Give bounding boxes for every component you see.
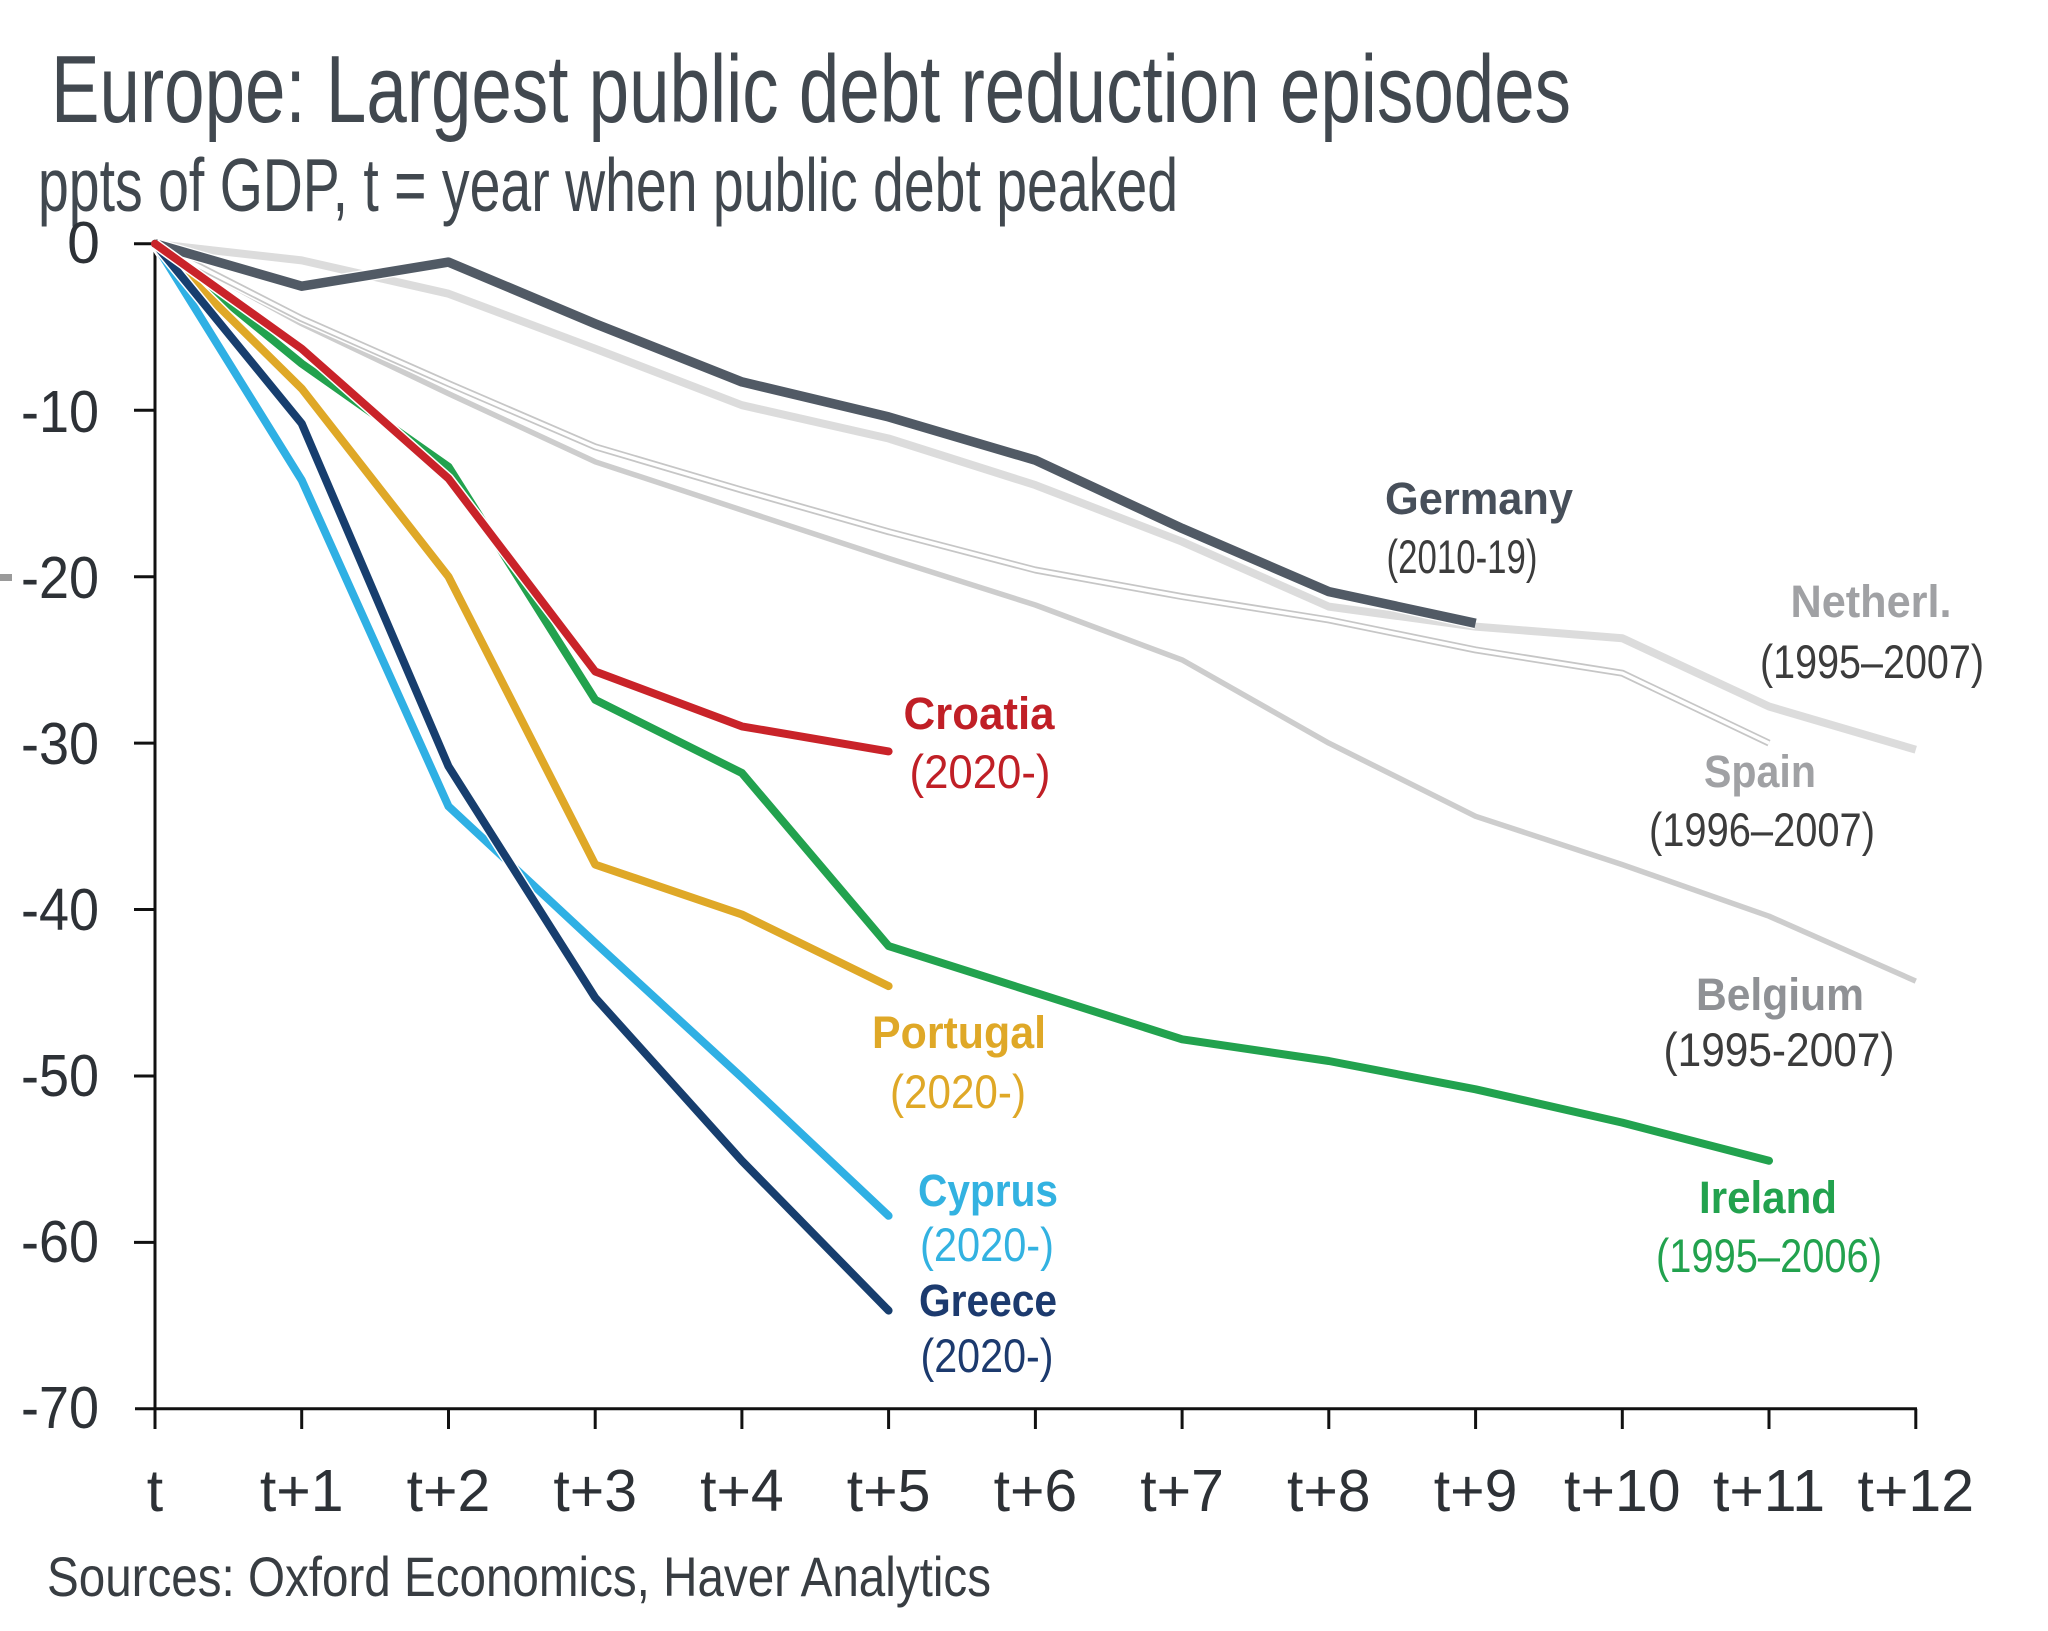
svg-text:Netherl.: Netherl. — [1791, 576, 1952, 627]
svg-text:Ireland: Ireland — [1699, 1172, 1837, 1223]
svg-text:Spain: Spain — [1704, 746, 1816, 797]
svg-text:t: t — [147, 1458, 163, 1524]
svg-text:Germany: Germany — [1385, 473, 1573, 524]
svg-text:t+9: t+9 — [1434, 1458, 1518, 1524]
svg-text:t+12: t+12 — [1858, 1458, 1974, 1524]
svg-text:t+8: t+8 — [1287, 1458, 1371, 1524]
svg-text:(1996–2007): (1996–2007) — [1649, 803, 1875, 856]
svg-text:Portugal: Portugal — [872, 1007, 1046, 1058]
svg-text:Croatia: Croatia — [904, 688, 1056, 739]
svg-text:(1995–2006): (1995–2006) — [1656, 1229, 1882, 1282]
svg-text:Belgium: Belgium — [1696, 969, 1864, 1020]
svg-text:Europe: Largest public debt re: Europe: Largest public debt reduction ep… — [51, 36, 1571, 143]
svg-text:(2020-): (2020-) — [920, 1218, 1054, 1271]
svg-text:-40: -40 — [21, 877, 99, 943]
svg-text:t+1: t+1 — [260, 1458, 344, 1524]
svg-text:Greece: Greece — [919, 1275, 1057, 1326]
svg-text:-10: -10 — [21, 379, 99, 445]
svg-text:-60: -60 — [21, 1209, 99, 1275]
svg-text:(1995–2007): (1995–2007) — [1760, 635, 1984, 688]
svg-text:(2020-): (2020-) — [890, 1065, 1026, 1118]
svg-text:t+7: t+7 — [1140, 1458, 1224, 1524]
svg-text:t+11: t+11 — [1713, 1458, 1825, 1524]
svg-text:Cyprus: Cyprus — [918, 1165, 1058, 1216]
svg-text:t+2: t+2 — [407, 1458, 491, 1524]
svg-text:t+4: t+4 — [700, 1458, 784, 1524]
svg-text:ppts of GDP, t = year when pub: ppts of GDP, t = year when public debt p… — [38, 143, 1178, 227]
svg-text:Sources: Oxford Economics, Hav: Sources: Oxford Economics, Haver Analyti… — [47, 1545, 991, 1608]
svg-text:-50: -50 — [21, 1043, 99, 1109]
svg-text:t+6: t+6 — [994, 1458, 1078, 1524]
svg-text:t+5: t+5 — [847, 1458, 931, 1524]
svg-text:(2020-): (2020-) — [910, 745, 1051, 798]
svg-text:-70: -70 — [21, 1375, 99, 1441]
svg-text:(2010-19): (2010-19) — [1387, 530, 1538, 583]
svg-text:-30: -30 — [21, 711, 99, 777]
svg-text:(2020-): (2020-) — [921, 1329, 1054, 1382]
svg-text:0: 0 — [67, 210, 100, 276]
svg-text:t+3: t+3 — [553, 1458, 637, 1524]
svg-text:(1995-2007): (1995-2007) — [1664, 1023, 1895, 1076]
svg-text:t+10: t+10 — [1564, 1458, 1680, 1524]
svg-text:-20: -20 — [21, 545, 99, 611]
